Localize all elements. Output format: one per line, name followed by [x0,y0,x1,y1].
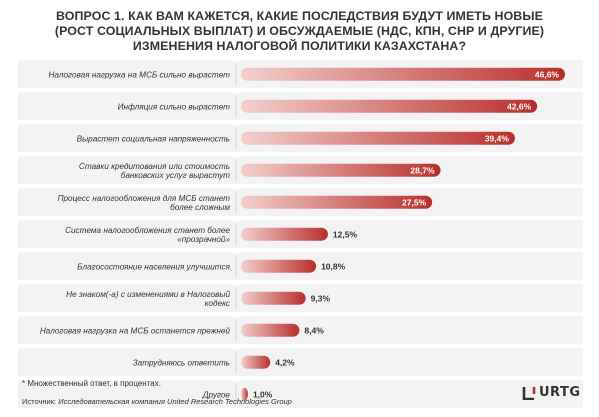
value-label: 12,5% [333,229,358,239]
value-label: 10,8% [321,261,346,271]
category-label-line: Система налогообложения станет более [65,226,230,235]
category-label: Инфляция сильно вырастет [118,102,231,111]
category-label-line: Ставки кредитования или стоимость [79,162,230,171]
value-label: 1,0% [253,389,273,399]
value-label: 9,3% [311,293,331,303]
row-background [18,380,583,408]
bar [241,227,328,241]
row-background [18,348,583,376]
bar [241,131,515,145]
chart-title: ВОПРОС 1. КАК ВАМ КАЖЕТСЯ, КАКИЕ ПОСЛЕДС… [0,9,599,54]
category-label-line: Процесс налогообложения для МСБ станет [58,194,231,203]
category-label: Другое [202,390,231,399]
chart-title-line-2: (РОСТ СОЦИАЛЬНЫХ ВЫПЛАТ) И ОБСУЖДАЕМЫЕ (… [54,24,545,38]
category-label: Вырастет социальная напряженность [77,134,230,143]
value-label: 42,6% [507,101,532,111]
value-label: 46,6% [535,69,560,79]
category-label-line: Благосостояние населения улучшится [77,262,230,271]
bar [241,323,300,337]
source-line: Источник: Исследовательская компания Uni… [22,397,292,406]
source-label: Источник: [22,397,57,406]
logo-text: URTG [539,385,581,400]
category-label: Затрудняюсь ответить [133,358,230,367]
footnote: * Множественный ответ, в процентах. [22,379,161,388]
category-label-line: «прозрачной» [177,235,230,244]
source-text: Исследовательская компания United Resear… [58,397,292,406]
value-label: 27,5% [402,197,427,207]
row-background [18,316,583,344]
category-label: Налоговая нагрузка на МСБ останется преж… [40,326,231,335]
category-label-line: банковских услуг вырастут [121,171,230,180]
category-label-line: Налоговая нагрузка на МСБ останется преж… [40,326,231,335]
category-label: Ставки кредитования или стоимость банковс… [79,162,230,180]
category-label: Налоговая нагрузка на МСБ сильно вырасте… [49,70,231,79]
category-label-line: Не знаком(-а) с изменениями в Налоговый [66,290,230,299]
value-label: 8,4% [304,325,324,335]
category-label-line: Вырастет социальная напряженность [77,134,230,143]
urtg-logo-mark [522,386,536,400]
bar [241,195,433,209]
bar [241,387,248,401]
value-label: 28,7% [410,165,435,175]
category-label-line: Налоговая нагрузка на МСБ сильно вырасте… [49,70,231,79]
bar [241,259,317,273]
category-label-line: Инфляция сильно вырастет [118,102,231,111]
bar [241,99,538,113]
value-label: 4,2% [275,357,295,367]
chart-title-line-3: ИЗМЕНЕНИЯ НАЛОГОВОЙ ПОЛИТИКИ КАЗАХСТАНА? [132,39,467,53]
category-label: Не знаком(-а) с изменениями в Налоговый к… [66,290,230,308]
category-label: Благосостояние населения улучшится [77,262,230,271]
urtg-logo: URTG [522,385,581,400]
category-label-line: Другое [202,390,231,399]
value-label: 39,4% [485,133,510,143]
category-label: Система налогообложения станет более «про… [65,226,230,244]
category-label-line: кодекс [205,299,230,308]
chart-title-line-1: ВОПРОС 1. КАК ВАМ КАЖЕТСЯ, КАКИЕ ПОСЛЕДС… [56,9,543,23]
category-label: Процесс налогообложения для МСБ станет бо… [58,194,231,212]
category-label-line: более сложным [170,203,230,212]
bar [241,163,441,177]
category-label-line: Затрудняюсь ответить [133,358,230,367]
bar [241,355,271,369]
bar [241,291,306,305]
bar [241,67,565,81]
